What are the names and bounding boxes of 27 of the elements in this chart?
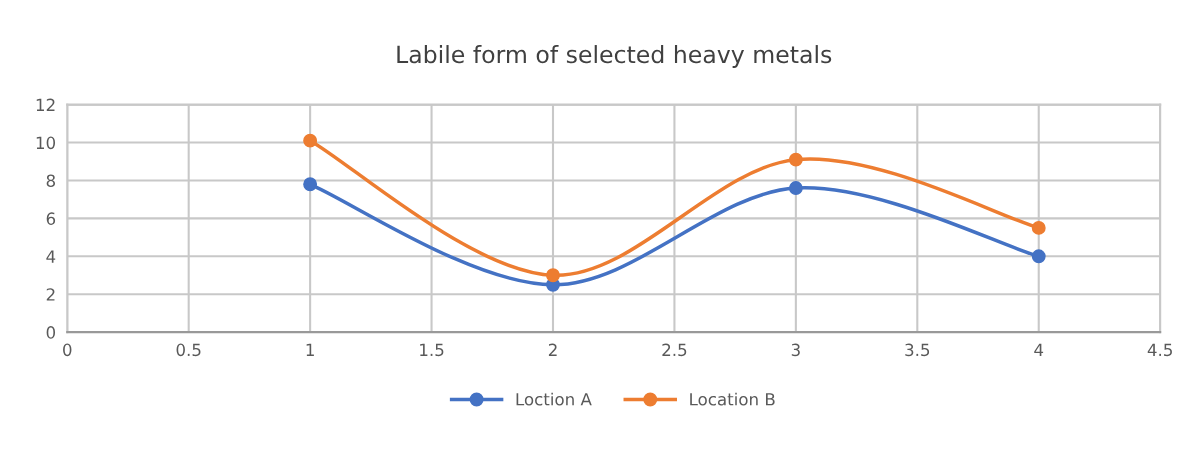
x-tick-label: 2: [548, 343, 557, 356]
y-tick-label: 4: [46, 250, 56, 263]
x-tick-label: 4.5: [1147, 343, 1172, 357]
legend-label: Loction A: [516, 392, 592, 406]
y-tick-label: 12: [36, 98, 55, 111]
y-tick-label: 0: [46, 326, 56, 339]
point: [788, 152, 803, 167]
x-tick-label: 3: [791, 343, 800, 357]
x-tick-label: 0: [63, 343, 72, 357]
point: [546, 268, 560, 283]
x-tick-label: 1.5: [420, 343, 444, 357]
y-tick-label: 8: [46, 174, 55, 188]
legend-label: Location B: [690, 392, 775, 406]
point: [1031, 220, 1046, 235]
x-tick-label: 0.5: [176, 343, 201, 357]
x-tick-label: 4: [1034, 343, 1044, 356]
chart-title: Labile form of selected heavy metals: [397, 45, 832, 68]
x-tick-label: 3.5: [905, 343, 930, 357]
x-tick-label: 2.5: [662, 343, 687, 357]
y-tick-label: 10: [36, 136, 56, 150]
y-tick-label: 6: [46, 212, 56, 225]
x-tick-label: 1: [306, 343, 314, 356]
point: [303, 177, 318, 192]
point: [1031, 249, 1046, 264]
y-tick-label: 2: [46, 288, 55, 301]
point: [303, 133, 318, 148]
point: [788, 181, 803, 196]
